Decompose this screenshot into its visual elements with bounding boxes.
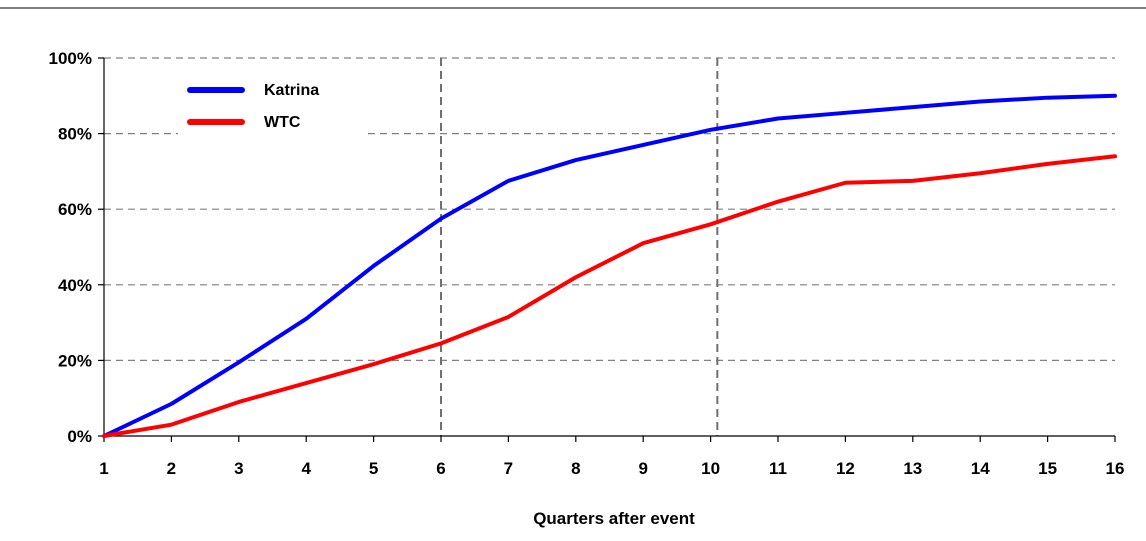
x-tick-label: 7 [504, 459, 513, 478]
reference-lines [440, 58, 719, 436]
x-tick-label: 9 [638, 459, 647, 478]
x-tick-label: 1 [99, 459, 108, 478]
x-tick-label: 14 [971, 459, 990, 478]
y-tick-label: 0% [67, 427, 92, 446]
axes: 0%20%40%60%80%100%1 2 3 4 5 6 7 8 9 10 11 12 13 14 15 1… [49, 49, 1125, 478]
x-tick-label: 6 [436, 459, 445, 478]
x-tick-label: 11 [769, 459, 787, 478]
legend-label-katrina: Katrina [264, 82, 319, 99]
legend-label-wtc: WTC [264, 114, 301, 131]
x-tick-label: 12 [836, 459, 855, 478]
y-tick-label: 100% [49, 49, 92, 68]
legend: Katrina WTC [178, 70, 368, 140]
x-tick-label: 2 [167, 459, 176, 478]
y-tick-label: 60% [58, 200, 92, 219]
y-tick-label: 20% [58, 351, 92, 370]
x-tick-label: 4 [301, 459, 311, 478]
x-tick-label: 10 [701, 459, 720, 478]
x-tick-label: 5 [369, 459, 378, 478]
y-tick-label: 40% [58, 276, 92, 295]
y-tick-label: 80% [58, 125, 92, 144]
series-lines [102, 93, 1117, 438]
series-line-wtc [102, 154, 1117, 438]
series-line-katrina [102, 93, 1117, 438]
legend-background [178, 70, 368, 140]
x-tick-label: 15 [1038, 459, 1057, 478]
x-tick-label: 16 [1106, 459, 1125, 478]
x-tick-label: 3 [234, 459, 243, 478]
x-tick-label: 13 [903, 459, 922, 478]
x-axis-title: Quarters after event [533, 509, 695, 528]
x-tick-label: 8 [571, 459, 580, 478]
